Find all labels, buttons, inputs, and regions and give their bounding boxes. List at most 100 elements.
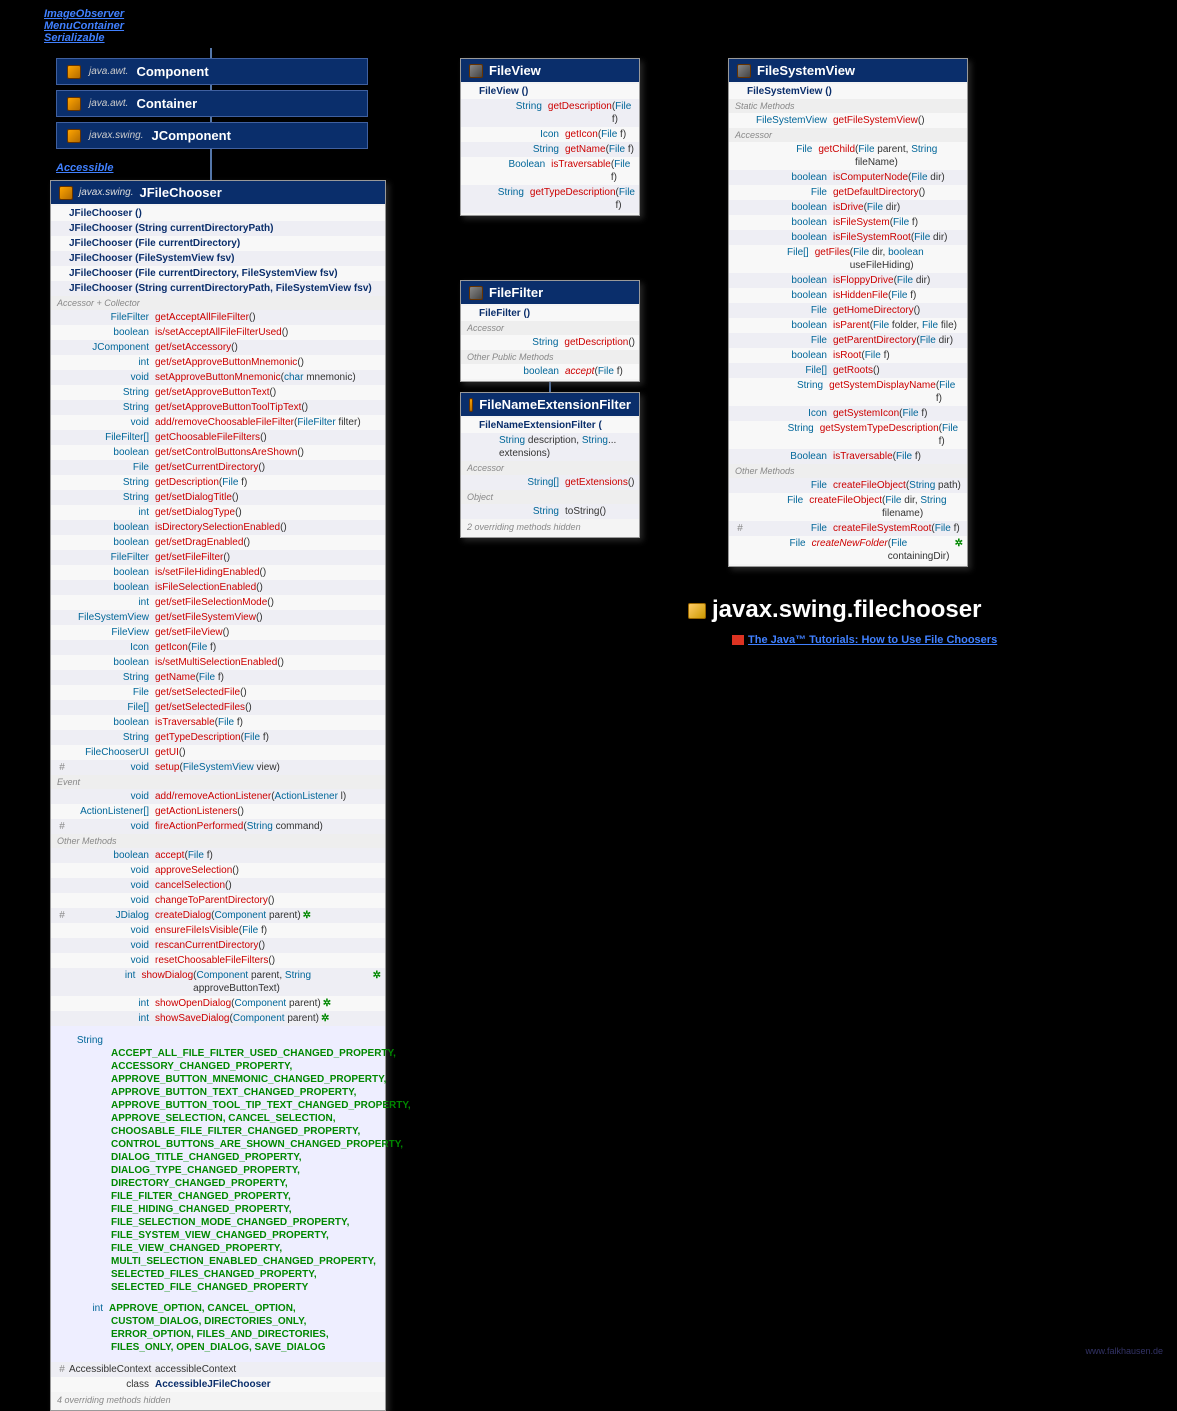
method-row[interactable]: boolean is/setFileHidingEnabled () xyxy=(51,565,385,580)
method-row[interactable]: Icon getIcon (File f) xyxy=(461,127,639,142)
method-row[interactable]: void cancelSelection () xyxy=(51,878,385,893)
interface-link[interactable]: Serializable xyxy=(44,32,124,44)
method-row[interactable]: ActionListener[] getActionListeners () xyxy=(51,804,385,819)
method-row[interactable]: boolean isRoot (File f) xyxy=(729,348,967,363)
method-row[interactable]: int showDialog (Component parent, String… xyxy=(51,968,385,996)
method-row[interactable]: boolean get/setControlButtonsAreShown () xyxy=(51,445,385,460)
method-row[interactable]: File getChild (File parent, String fileN… xyxy=(729,142,967,170)
method-row[interactable]: FileView get/setFileView () xyxy=(51,625,385,640)
method-row[interactable]: String getTypeDescription (File f) xyxy=(51,730,385,745)
method-row[interactable]: int showSaveDialog (Component parent)✲ xyxy=(51,1011,385,1026)
method-row[interactable]: JComponent get/setAccessory () xyxy=(51,340,385,355)
method-row[interactable]: boolean accept (File f) xyxy=(461,364,639,379)
method-row[interactable]: File getDefaultDirectory () xyxy=(729,185,967,200)
method-row[interactable]: Icon getIcon (File f) xyxy=(51,640,385,655)
constructor-row[interactable]: JFileChooser () xyxy=(51,206,385,221)
method-row[interactable]: String getSystemTypeDescription (File f) xyxy=(729,421,967,449)
method-row[interactable]: String getTypeDescription (File f) xyxy=(461,185,639,213)
constructor-row[interactable]: JFileChooser (File currentDirectory, Fil… xyxy=(51,266,385,281)
method-row[interactable]: boolean isParent (File folder, File file… xyxy=(729,318,967,333)
tutorial-link[interactable]: The Java™ Tutorials: How to Use File Cho… xyxy=(732,634,997,646)
constructor-row[interactable]: JFileChooser (String currentDirectoryPat… xyxy=(51,281,385,296)
method-row[interactable]: void changeToParentDirectory () xyxy=(51,893,385,908)
method-row[interactable]: File getParentDirectory (File dir) xyxy=(729,333,967,348)
method-row[interactable]: String getDescription (File f) xyxy=(51,475,385,490)
method-row[interactable]: void resetChoosableFileFilters () xyxy=(51,953,385,968)
method-row[interactable]: String getDescription (File f) xyxy=(461,99,639,127)
method-row[interactable]: String getSystemDisplayName (File f) xyxy=(729,378,967,406)
method-row[interactable]: File[] get/setSelectedFiles () xyxy=(51,700,385,715)
constructor-row[interactable]: JFileChooser (String currentDirectoryPat… xyxy=(51,221,385,236)
method-row[interactable]: boolean is/setAcceptAllFileFilterUsed () xyxy=(51,325,385,340)
interface-link[interactable]: ImageObserver xyxy=(44,8,124,20)
method-row[interactable]: # void setup (FileSystemView view) xyxy=(51,760,385,775)
method-row[interactable]: int showOpenDialog (Component parent)✲ xyxy=(51,996,385,1011)
method-row[interactable]: String[] getExtensions () xyxy=(461,475,639,490)
method-row[interactable]: File get/setCurrentDirectory () xyxy=(51,460,385,475)
method-row[interactable]: boolean isComputerNode (File dir) xyxy=(729,170,967,185)
string-constants: StringACCEPT_ALL_FILE_FILTER_USED_CHANGE… xyxy=(51,1030,385,1298)
class-filesystemview: FileSystemView FileSystemView ()Static M… xyxy=(728,58,968,567)
method-row[interactable]: FileFilter getAcceptAllFileFilter () xyxy=(51,310,385,325)
method-row[interactable]: boolean isFileSystem (File f) xyxy=(729,215,967,230)
superclass-box[interactable]: java.awt.Component xyxy=(56,58,368,85)
method-row[interactable]: int get/setDialogType () xyxy=(51,505,385,520)
constructor-row[interactable]: FileView () xyxy=(461,84,639,99)
method-row[interactable]: boolean isTraversable (File f) xyxy=(51,715,385,730)
method-row[interactable]: Boolean isTraversable (File f) xyxy=(461,157,639,185)
interface-accessible[interactable]: Accessible xyxy=(56,162,113,174)
method-row[interactable]: boolean is/setMultiSelectionEnabled () xyxy=(51,655,385,670)
method-row[interactable]: Icon getSystemIcon (File f) xyxy=(729,406,967,421)
superclass-box[interactable]: java.awt.Container xyxy=(56,90,368,117)
constructor-row[interactable]: FileSystemView () xyxy=(729,84,967,99)
constructor-row[interactable]: JFileChooser (FileSystemView fsv) xyxy=(51,251,385,266)
method-row[interactable]: Boolean isTraversable (File f) xyxy=(729,449,967,464)
method-row[interactable]: void add/removeChoosableFileFilter (File… xyxy=(51,415,385,430)
method-row[interactable]: String getName (File f) xyxy=(51,670,385,685)
method-row[interactable]: boolean isHiddenFile (File f) xyxy=(729,288,967,303)
method-row[interactable]: # File createFileSystemRoot (File f) xyxy=(729,521,967,536)
method-row[interactable]: File[] getRoots () xyxy=(729,363,967,378)
method-row[interactable]: # void fireActionPerformed (String comma… xyxy=(51,819,385,834)
method-row[interactable]: void setApproveButtonMnemonic (char mnem… xyxy=(51,370,385,385)
method-row[interactable]: boolean isFileSelectionEnabled () xyxy=(51,580,385,595)
method-row[interactable]: void add/removeActionListener (ActionLis… xyxy=(51,789,385,804)
method-row[interactable]: File getHomeDirectory () xyxy=(729,303,967,318)
method-row[interactable]: void ensureFileIsVisible (File f) xyxy=(51,923,385,938)
superclass-box[interactable]: javax.swing.JComponent xyxy=(56,122,368,149)
section-label: Other Public Methods xyxy=(461,350,639,364)
method-row[interactable]: # JDialog createDialog (Component parent… xyxy=(51,908,385,923)
method-row[interactable]: int get/setFileSelectionMode () xyxy=(51,595,385,610)
method-row[interactable]: String get/setApproveButtonText () xyxy=(51,385,385,400)
method-row[interactable]: boolean isFloppyDrive (File dir) xyxy=(729,273,967,288)
method-row[interactable]: FileSystemView getFileSystemView () xyxy=(729,113,967,128)
interface-link[interactable]: MenuContainer xyxy=(44,20,124,32)
method-row[interactable]: void approveSelection () xyxy=(51,863,385,878)
method-row[interactable]: File get/setSelectedFile () xyxy=(51,685,385,700)
constructor-row[interactable]: FileFilter () xyxy=(461,306,639,321)
method-row[interactable]: int get/setApproveButtonMnemonic () xyxy=(51,355,385,370)
constructor-row[interactable]: FileNameExtensionFilter ( xyxy=(461,418,639,433)
inner-class-row[interactable]: classAccessibleJFileChooser xyxy=(51,1377,385,1392)
method-row[interactable]: File createFileObject (String path) xyxy=(729,478,967,493)
method-row[interactable]: String get/setApproveButtonToolTipText (… xyxy=(51,400,385,415)
method-row[interactable]: String getDescription () xyxy=(461,335,639,350)
method-row[interactable]: File createNewFolder (File containingDir… xyxy=(729,536,967,564)
method-row[interactable]: FileChooserUI getUI () xyxy=(51,745,385,760)
method-row[interactable]: FileFilter[] getChoosableFileFilters () xyxy=(51,430,385,445)
method-row[interactable]: FileFilter get/setFileFilter () xyxy=(51,550,385,565)
method-row[interactable]: boolean isFileSystemRoot (File dir) xyxy=(729,230,967,245)
method-row[interactable]: void rescanCurrentDirectory () xyxy=(51,938,385,953)
method-row[interactable]: boolean isDrive (File dir) xyxy=(729,200,967,215)
method-row[interactable]: String getName (File f) xyxy=(461,142,639,157)
method-row[interactable]: File[] getFiles (File dir, boolean useFi… xyxy=(729,245,967,273)
method-row[interactable]: boolean get/setDragEnabled () xyxy=(51,535,385,550)
method-row[interactable]: boolean accept (File f) xyxy=(51,848,385,863)
package-title: javax.swing.filechooser xyxy=(688,596,981,624)
method-row[interactable]: String toString () xyxy=(461,504,639,519)
method-row[interactable]: String get/setDialogTitle () xyxy=(51,490,385,505)
method-row[interactable]: FileSystemView get/setFileSystemView () xyxy=(51,610,385,625)
method-row[interactable]: File createFileObject (File dir, String … xyxy=(729,493,967,521)
method-row[interactable]: boolean isDirectorySelectionEnabled () xyxy=(51,520,385,535)
constructor-row[interactable]: JFileChooser (File currentDirectory) xyxy=(51,236,385,251)
